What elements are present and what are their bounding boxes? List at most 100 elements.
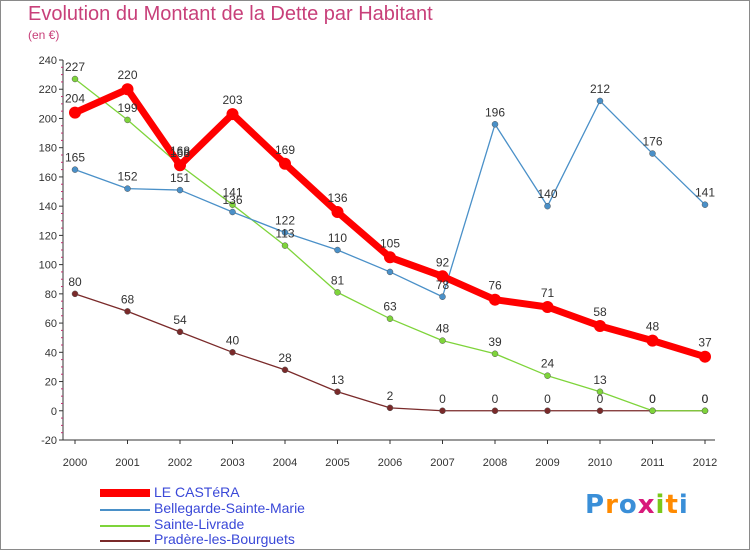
data-point [174,159,186,172]
data-point [699,350,711,363]
data-label: 54 [173,313,187,327]
data-point [701,407,709,415]
y-tick-label: 20 [45,377,57,389]
data-point [384,251,396,264]
x-tick-label: 2002 [168,457,192,469]
y-tick-label: 240 [39,55,57,67]
data-label: 136 [327,191,347,205]
data-label: 78 [436,278,450,292]
data-point [386,268,394,276]
data-label: 0 [544,392,551,406]
logo-letter: r [605,490,619,520]
data-label: 110 [328,231,347,245]
y-tick-label: 220 [39,84,57,96]
data-point [71,290,79,298]
data-point [439,293,446,301]
data-label: 39 [488,335,502,349]
data-point [596,97,604,105]
data-point [281,242,289,249]
data-point [386,315,394,322]
legend-label: Bellegarde-Sainte-Marie [154,500,305,516]
data-point [334,246,341,254]
data-label: 81 [331,273,345,287]
x-tick-label: 2009 [535,457,559,469]
data-point [331,206,344,218]
data-point [544,372,551,379]
data-label: 199 [117,101,137,115]
data-label: 0 [597,392,604,406]
data-point [124,308,131,315]
y-tick-label: 140 [39,201,57,213]
data-label: 13 [331,373,345,387]
y-tick-label: 100 [39,260,57,272]
data-point [489,293,501,306]
data-point [229,349,236,356]
data-point [121,83,134,96]
data-point [594,320,606,332]
logo-letter: P [585,490,606,520]
data-label: 227 [65,60,85,74]
data-label: 151 [170,171,190,185]
x-tick-label: 2012 [693,457,717,469]
data-point [439,337,446,344]
data-point [649,150,656,157]
data-label: 24 [541,357,555,371]
data-point [71,166,79,173]
x-tick-label: 2004 [273,457,297,469]
y-tick-label: -20 [41,435,57,447]
y-tick-label: 200 [39,113,57,125]
y-tick-label: 0 [51,406,57,418]
data-label: 71 [541,286,555,300]
data-label: 168 [170,144,190,158]
data-label: 48 [436,322,450,336]
data-point [334,289,341,296]
data-label: 76 [488,279,502,293]
data-point [596,407,604,415]
data-point [386,404,394,412]
data-label: 140 [537,187,557,201]
x-tick-label: 2001 [115,457,139,469]
data-label: 141 [695,186,715,200]
data-label: 13 [593,373,607,387]
data-label: 0 [492,392,499,406]
data-label: 80 [68,275,82,289]
x-tick-label: 2003 [220,457,244,469]
data-label: 122 [275,213,295,227]
legend-swatch [100,525,150,527]
y-tick-label: 60 [45,318,57,330]
legend-swatch [100,540,150,542]
data-label: 0 [649,392,656,406]
legend-label: Sainte-Livrade [154,516,245,532]
data-point [176,328,184,336]
data-point [69,106,81,119]
data-label: 113 [275,227,294,241]
data-label: 0 [702,392,709,406]
legend-label: LE CASTéRA [154,484,240,500]
data-point [71,75,79,83]
legend-label: Pradère-les-Bourguets [154,531,295,547]
legend-swatch [100,489,150,497]
data-label: 0 [702,392,709,406]
x-tick-label: 2005 [325,457,349,469]
data-point [279,157,291,170]
data-label: 165 [65,151,85,165]
data-point [541,301,554,313]
data-label: 176 [642,135,662,149]
logo-letter: o [618,490,638,520]
legend-swatch [100,509,150,511]
x-tick-label: 2011 [641,457,665,469]
logo-letter: x [637,490,656,520]
x-tick-label: 2000 [63,457,87,469]
data-label: 204 [65,92,85,106]
data-label: 212 [590,82,610,96]
y-tick-label: 120 [39,230,57,242]
x-tick-label: 2010 [588,457,612,469]
data-point [491,350,499,358]
data-label: 203 [222,93,242,107]
data-label: 63 [383,300,397,314]
data-label: 40 [226,333,240,347]
data-label: 220 [117,68,137,82]
data-label: 28 [278,351,292,365]
data-label: 136 [222,193,242,207]
